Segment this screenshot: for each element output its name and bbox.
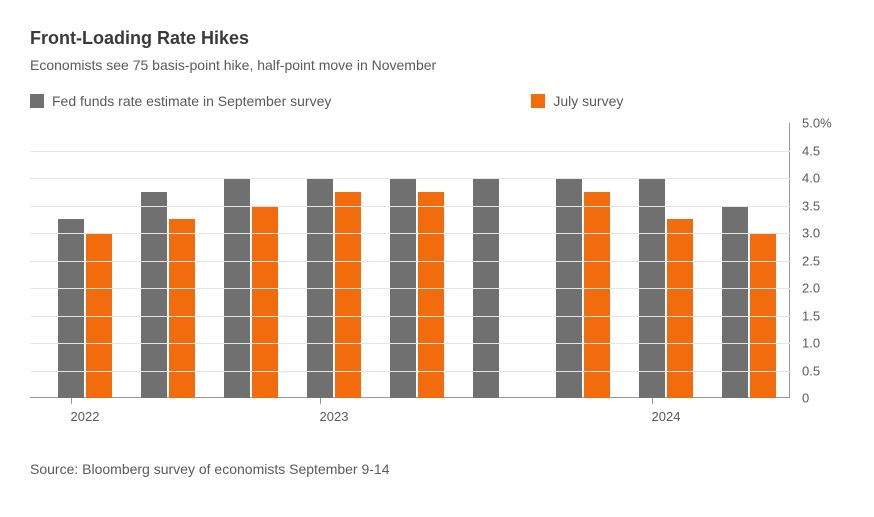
legend-item-september: Fed funds rate estimate in September sur… [30,93,331,109]
gridline [30,151,790,152]
y-axis-label: 3.0 [802,226,820,241]
chart-plot-wrap: 00.51.01.52.02.53.03.54.04.55.0%20222023… [30,123,844,413]
x-axis-tick [652,398,653,404]
y-axis-label: 2.0 [802,281,820,296]
gridline [30,206,790,207]
x-axis-tick [71,398,72,404]
y-axis-label: 3.5 [802,198,820,213]
bar-july [418,192,444,398]
chart-subtitle: Economists see 75 basis-point hike, half… [30,57,844,73]
bar-group [141,192,195,398]
x-axis-label: 2023 [320,409,349,424]
y-axis-label: 1.5 [802,308,820,323]
y-axis-label: 0.5 [802,363,820,378]
plot-area [30,123,790,398]
legend-label: Fed funds rate estimate in September sur… [52,93,331,109]
y-axis-label: 5.0% [802,116,832,131]
x-axis-tick [320,398,321,404]
chart-source: Source: Bloomberg survey of economists S… [30,461,390,477]
gridline [30,178,790,179]
gridline [30,288,790,289]
y-axis-label: 4.5 [802,143,820,158]
x-axis-label: 2022 [71,409,100,424]
legend-label: July survey [553,93,623,109]
gridline [30,261,790,262]
bar-september [141,192,167,398]
gridline [30,371,790,372]
chart-legend: Fed funds rate estimate in September sur… [30,93,844,109]
y-axis-label: 0 [802,391,809,406]
x-axis-label: 2024 [652,409,681,424]
bar-september [722,206,748,399]
y-axis-label: 1.0 [802,336,820,351]
bar-july [584,192,610,398]
bar-group [722,206,776,399]
legend-swatch-icon [531,94,545,108]
y-axis-label: 4.0 [802,171,820,186]
bar-july [252,206,278,399]
gridline [30,343,790,344]
chart-container: Front-Loading Rate Hikes Economists see … [0,0,874,517]
chart-title: Front-Loading Rate Hikes [30,28,844,49]
y-axis-label: 2.5 [802,253,820,268]
legend-item-july: July survey [531,93,623,109]
legend-swatch-icon [30,94,44,108]
gridline [30,316,790,317]
gridline [30,233,790,234]
bar-july [335,192,361,398]
